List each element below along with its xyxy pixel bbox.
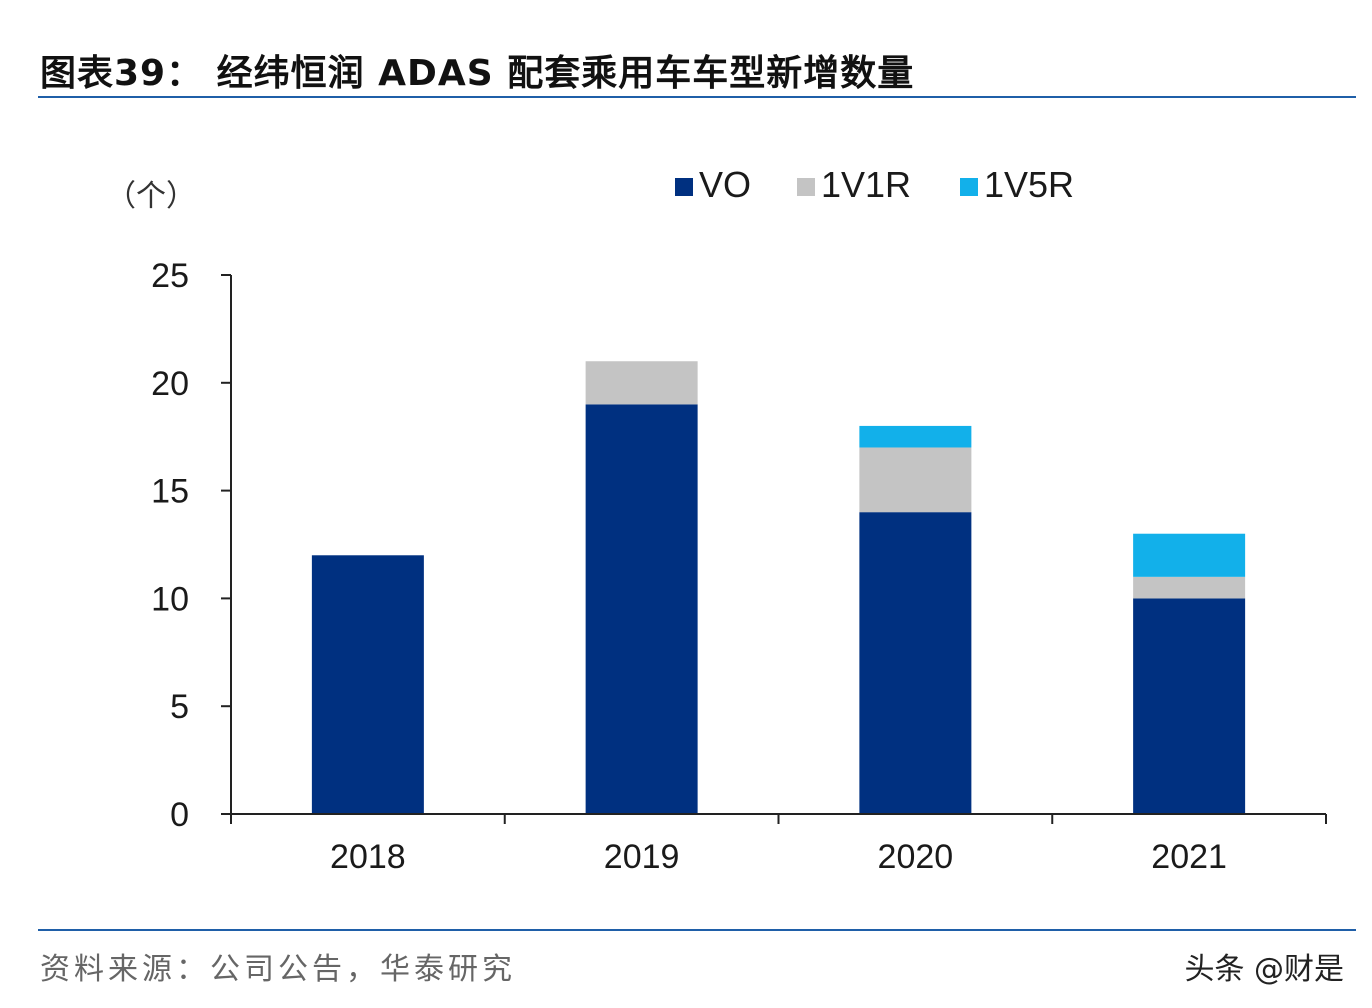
legend-label-vo: VO [699, 164, 751, 205]
legend: VO 1V1R 1V5R [675, 164, 1074, 205]
bar-segment-1v5r-2021 [1133, 533, 1246, 577]
source-rule [38, 929, 1356, 931]
bar-segment-vo-2021 [1133, 598, 1246, 814]
legend-swatch-1v1r [797, 178, 815, 196]
legend-label-1v1r: 1V1R [821, 164, 911, 205]
y-tick-label: 0 [170, 796, 189, 834]
watermark: 头条 @财是 [1184, 952, 1344, 987]
x-tick-label: 2018 [330, 838, 406, 876]
bar-segment-1v1r-2019 [585, 361, 698, 405]
bar-segment-1v1r-2020 [859, 447, 972, 513]
y-tick-label: 25 [151, 257, 189, 295]
y-tick-label: 20 [151, 365, 189, 403]
chart-title: 图表39： 经纬恒润 ADAS 配套乘用车车型新增数量 [40, 53, 915, 94]
legend-label-1v5r: 1V5R [984, 164, 1074, 205]
y-tick-label: 15 [151, 473, 189, 511]
legend-swatch-vo [675, 178, 693, 196]
bar-segment-vo-2019 [585, 404, 698, 814]
legend-swatch-1v5r [960, 178, 978, 196]
bar-segment-1v1r-2021 [1133, 576, 1246, 599]
x-tick-label: 2020 [878, 838, 954, 876]
x-tick-label: 2019 [604, 838, 680, 876]
y-tick-label: 5 [170, 688, 189, 726]
y-axis-ticks: 0 5 10 15 20 25 [151, 257, 231, 834]
source-note: 资料来源：公司公告，华泰研究 [40, 952, 516, 987]
title-underline [38, 96, 1356, 98]
y-tick-label: 10 [151, 580, 189, 618]
bar-segment-1v5r-2020 [859, 425, 972, 448]
y-unit-label: （个） [106, 179, 196, 214]
bar-segment-vo-2018 [311, 555, 424, 814]
bar-segment-vo-2020 [859, 512, 972, 814]
x-axis-ticks: 2018 2019 2020 2021 [230, 814, 1327, 876]
bars [311, 361, 1246, 814]
x-tick-label: 2021 [1151, 838, 1227, 876]
